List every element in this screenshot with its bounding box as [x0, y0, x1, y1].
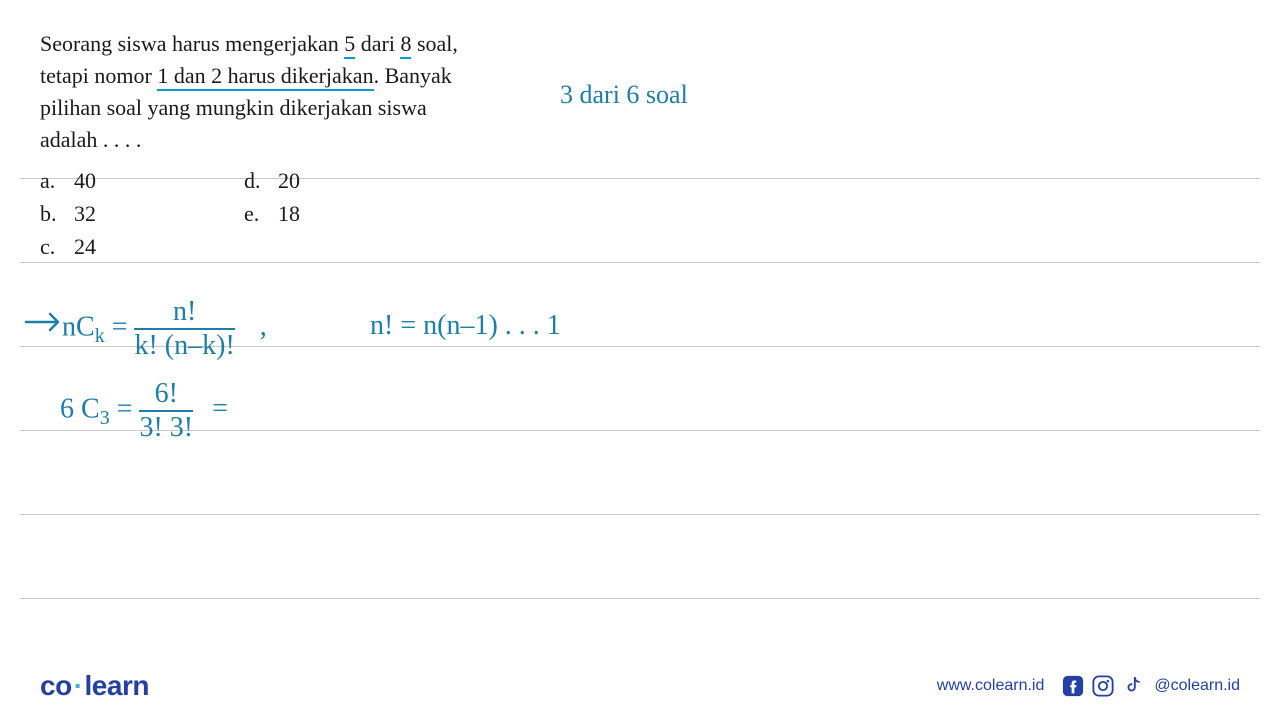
q-line1-suffix: soal,	[411, 31, 457, 56]
q-line1-prefix: Seorang siswa harus mengerjakan	[40, 31, 344, 56]
q-underline-5: 5	[344, 31, 355, 59]
comma: ,	[260, 311, 267, 342]
frac2-num: 6!	[139, 380, 193, 412]
arrow-icon	[24, 310, 64, 334]
handwritten-n-factorial-def: n! = n(n–1) . . . 1	[370, 310, 561, 342]
handwritten-note-top: 3 dari 6 soal	[560, 80, 688, 110]
option-d-letter: d.	[244, 166, 278, 197]
brand-logo: co·learn	[40, 670, 149, 702]
answer-options: a. 40 d. 20 b. 32 e. 18 c. 24	[40, 166, 300, 264]
c63-sub: 3	[100, 407, 110, 429]
option-c-letter: c.	[40, 232, 74, 263]
logo-co: co	[40, 670, 72, 701]
footer-handle: @colearn.id	[1154, 677, 1240, 695]
formula-6c3: 6 C3 = 6! 3! 3! =	[60, 380, 228, 442]
q-underline-phrase: 1 dan 2 harus dikerjakan	[157, 63, 373, 91]
formula-nck: nCk = n! k! (n–k)! ,	[62, 298, 285, 360]
q-line1-mid: dari	[355, 31, 400, 56]
option-b-value: 32	[74, 199, 224, 230]
q-line3: pilihan soal yang mungkin dikerjakan sis…	[40, 95, 427, 120]
option-e-letter: e.	[244, 199, 278, 230]
q-line2-suffix: . Banyak	[374, 63, 452, 88]
option-c-value: 24	[74, 232, 224, 263]
nck-lhs: nC	[62, 311, 95, 342]
social-icons: @colearn.id	[1062, 675, 1240, 697]
instagram-icon	[1092, 675, 1114, 697]
option-a-value: 40	[74, 166, 224, 197]
q-line4: adalah . . . .	[40, 127, 141, 152]
eq2: =	[110, 393, 140, 424]
option-a-letter: a.	[40, 166, 74, 197]
q-line2-prefix: tetapi nomor	[40, 63, 157, 88]
eq3: =	[212, 393, 228, 424]
option-b-letter: b.	[40, 199, 74, 230]
option-d-value: 20	[278, 166, 300, 197]
footer: co·learn www.colearn.id @colearn.id	[40, 670, 1240, 702]
question-text: Seorang siswa harus mengerjakan 5 dari 8…	[40, 28, 500, 156]
eq1: =	[105, 311, 135, 342]
option-e-value: 18	[278, 199, 300, 230]
frac1-den: k! (n–k)!	[134, 330, 234, 360]
facebook-icon	[1062, 675, 1084, 697]
q-underline-8: 8	[400, 31, 411, 59]
frac1-num: n!	[134, 298, 234, 330]
tiktok-icon	[1122, 675, 1144, 697]
footer-url: www.colearn.id	[937, 677, 1045, 695]
logo-learn: learn	[85, 670, 149, 701]
nck-sub: k	[95, 325, 105, 347]
logo-dot: ·	[74, 670, 83, 701]
frac2-den: 3! 3!	[139, 412, 193, 442]
c63-lhs: 6 C	[60, 393, 100, 424]
